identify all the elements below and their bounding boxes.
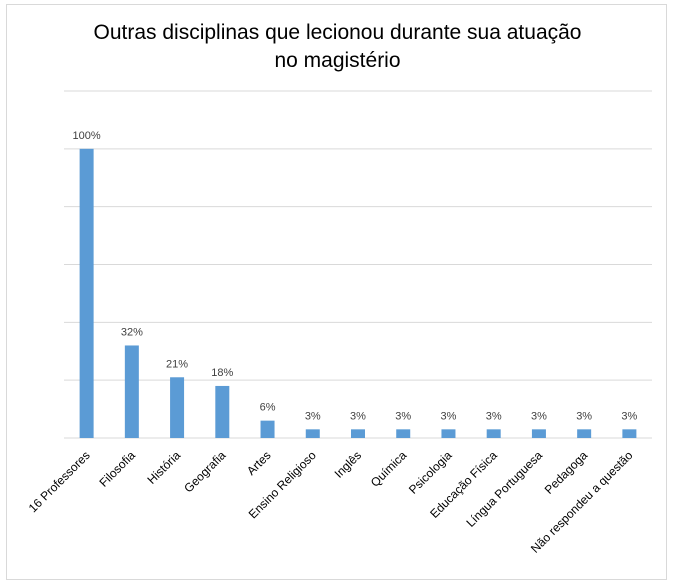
category-tick-label: 16 Professores bbox=[26, 448, 93, 515]
data-label: 3% bbox=[486, 410, 502, 422]
data-label: 3% bbox=[531, 410, 547, 422]
gridlines bbox=[64, 90, 652, 439]
chart-frame: Outras disciplinas que lecionou durante … bbox=[6, 4, 667, 580]
data-label: 32% bbox=[121, 326, 143, 338]
bars bbox=[79, 148, 637, 439]
category-tick-label: Filosofia bbox=[96, 448, 138, 490]
chart-title-line-1: Outras disciplinas que lecionou durante … bbox=[93, 21, 582, 44]
data-label: 3% bbox=[576, 410, 592, 422]
category-tick-label: Língua Portuguesa bbox=[463, 448, 545, 530]
bar bbox=[486, 429, 501, 438]
bar bbox=[260, 420, 275, 438]
category-tick-label: Inglês bbox=[332, 448, 365, 481]
data-label: 3% bbox=[395, 410, 411, 422]
bar bbox=[441, 429, 456, 438]
data-label: 3% bbox=[441, 410, 457, 422]
data-label: 18% bbox=[211, 367, 233, 379]
bar bbox=[531, 429, 546, 438]
category-tick-label: Geografia bbox=[181, 448, 228, 495]
bar bbox=[305, 429, 320, 438]
chart-title-line-2: no magistério bbox=[274, 49, 401, 72]
bar bbox=[577, 429, 592, 438]
category-tick-label: Artes bbox=[244, 448, 274, 478]
data-label: 21% bbox=[166, 358, 188, 370]
bar bbox=[622, 429, 637, 438]
category-tick-label: Química bbox=[368, 448, 410, 490]
bar bbox=[79, 148, 94, 439]
data-label: 3% bbox=[350, 410, 366, 422]
chart-title: Outras disciplinas que lecionou durante … bbox=[7, 19, 668, 75]
data-label: 3% bbox=[621, 410, 637, 422]
bar bbox=[351, 429, 365, 438]
bar bbox=[170, 377, 185, 438]
bar bbox=[124, 345, 139, 438]
category-tick-label: História bbox=[145, 448, 184, 487]
data-label: 6% bbox=[260, 402, 276, 414]
category-tick-labels: 16 Professores Filosofia HistóriaGeografia… bbox=[26, 448, 636, 556]
data-label: 100% bbox=[73, 130, 101, 142]
bar bbox=[396, 429, 411, 438]
data-labels: 100% 32% 21% 18% 6% 3% 3% 3% 3% 3% 3% 3% 3% bbox=[73, 130, 638, 422]
data-label: 3% bbox=[305, 410, 321, 422]
bar bbox=[215, 385, 230, 438]
